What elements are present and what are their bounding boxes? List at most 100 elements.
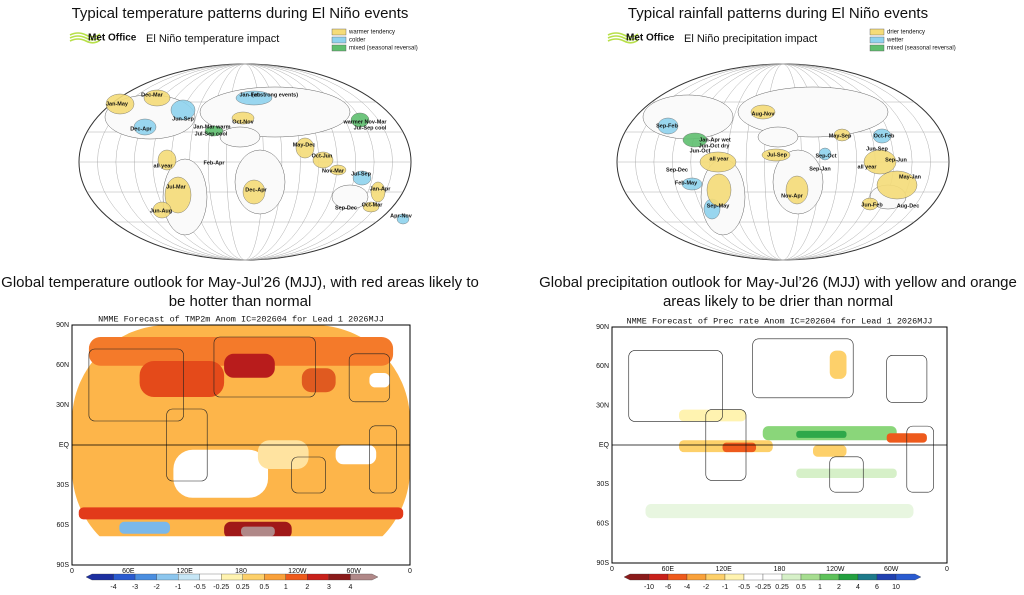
legend-label: mixed (seasonal reversal) <box>887 46 956 52</box>
logo-swoosh <box>69 38 101 44</box>
anomaly-field <box>679 409 746 422</box>
met-office-logo <box>69 32 101 44</box>
landmass <box>219 126 261 148</box>
region-label: Oct-Mar <box>362 202 384 208</box>
x-axis-label: 120E <box>715 566 732 573</box>
x-axis-label: 60E <box>662 566 675 573</box>
anomaly-field <box>78 507 404 520</box>
x-axis-label: 60W <box>884 566 899 573</box>
impact-region <box>312 151 334 169</box>
region-label: Jan-Apr wet <box>699 137 731 143</box>
colorbar-label: 3 <box>327 584 331 591</box>
anomaly-field <box>224 353 275 378</box>
met-office-logo <box>607 32 639 44</box>
region-label: Jul-Mar <box>166 184 186 190</box>
logo-swoosh <box>69 32 101 38</box>
region-label: Sep-Jun <box>885 157 907 163</box>
region-label: Jan-May <box>106 101 129 107</box>
anomaly-field <box>722 442 757 453</box>
region-label: Feb-Apr <box>203 160 225 166</box>
anomaly-field <box>335 445 377 465</box>
anomaly-field <box>173 449 269 498</box>
anomaly-field <box>257 440 309 469</box>
coastline <box>348 353 391 403</box>
colorbar-label: -4 <box>110 584 116 591</box>
colorbar-swatch <box>113 573 136 581</box>
x-axis-label: 120W <box>288 568 307 575</box>
y-axis-label: 90S <box>597 560 610 567</box>
panel-title: Typical rainfall patterns during El Niño… <box>628 5 928 22</box>
impact-region <box>170 99 196 121</box>
impact-region <box>235 90 273 106</box>
region-label: Feb-May <box>675 180 698 186</box>
colorbar-label: -2 <box>703 584 709 591</box>
impact-region <box>152 201 172 219</box>
anomaly-field <box>369 373 390 388</box>
colorbar-swatch <box>156 573 179 581</box>
colorbar-label: 4 <box>856 584 860 591</box>
coastline <box>752 338 854 399</box>
colorbar-swatch <box>264 573 286 581</box>
anomaly-field <box>241 526 275 537</box>
colorbar-label: 4 <box>349 584 353 591</box>
colorbar-label: -0.25 <box>755 584 771 591</box>
impact-region <box>657 117 679 135</box>
region-label: all year <box>858 164 878 170</box>
colorbar-label: -10 <box>644 584 654 591</box>
colorbar-swatch <box>762 573 783 581</box>
colorbar-label: -1 <box>722 584 728 591</box>
region-label: Jun-Aug <box>150 208 172 214</box>
colorbar-label: 2 <box>305 584 309 591</box>
anomaly-field <box>88 337 394 366</box>
impact-region <box>352 170 372 186</box>
colorbar-label: -1 <box>175 584 181 591</box>
y-axis-label: 90N <box>56 322 69 329</box>
colorbar-label: 1 <box>284 584 288 591</box>
anomaly-field <box>829 350 847 379</box>
colorbar-swatch <box>819 573 840 581</box>
coastline <box>369 425 397 494</box>
region-label: Jun-Sep <box>866 146 888 152</box>
y-axis-label: 30S <box>57 482 70 489</box>
y-axis-label: 60S <box>597 521 610 528</box>
colorbar-swatch <box>838 573 859 581</box>
colorbar-swatch <box>328 573 351 581</box>
colorbar-swatch <box>307 573 330 581</box>
impact-region <box>350 112 370 128</box>
map-subtitle: El Niño precipitation impact <box>684 33 817 45</box>
region-label: Dec-Mar <box>141 92 164 98</box>
map-subtitle: El Niño temperature impact <box>146 33 279 45</box>
x-axis-label: 120W <box>826 566 845 573</box>
legend-swatch <box>331 36 347 44</box>
coastline <box>213 336 316 398</box>
colorbar-swatch <box>221 573 243 581</box>
y-axis-label: 30S <box>597 481 610 488</box>
region-label: Jun-Feb <box>861 202 883 208</box>
region-label: May-Dec <box>293 142 316 148</box>
landmass <box>331 184 369 210</box>
region-label: all year <box>154 163 174 169</box>
impact-region <box>706 173 732 207</box>
y-axis-label: 60N <box>596 363 609 370</box>
logo-text: Met Office <box>88 33 137 44</box>
anomaly-field <box>301 368 336 393</box>
x-axis-label: 0 <box>70 568 74 575</box>
impact-region <box>761 148 791 162</box>
forecast-header: NMME Forecast of TMP2m Anom IC=202604 fo… <box>98 314 384 324</box>
region-label: Sep-Feb <box>656 123 678 129</box>
colorbar-label: -0.5 <box>194 584 206 591</box>
logo-swoosh <box>607 32 639 38</box>
impact-region <box>863 149 897 175</box>
region-label: Jul-Sep <box>767 152 788 158</box>
colorbar-swatch <box>876 573 897 581</box>
impact-region <box>329 164 347 176</box>
impact-region <box>699 151 737 173</box>
anomaly-field <box>796 430 847 438</box>
region-label: Dec-Apr <box>130 126 152 132</box>
impact-region <box>231 111 255 125</box>
region-label: Nov-Mar <box>322 168 345 174</box>
region-label: Nov-Apr <box>781 193 804 199</box>
panel-title: Typical temperature patterns during El N… <box>72 5 409 22</box>
colorbar-swatch <box>857 573 878 581</box>
logo-swoosh <box>69 35 101 41</box>
